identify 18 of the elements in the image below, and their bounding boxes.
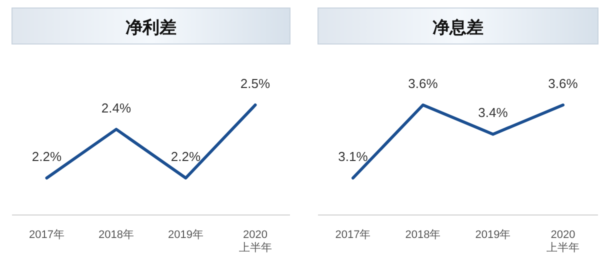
chart-title: 净利差	[126, 18, 176, 37]
x-tick-label: 2019年	[475, 229, 511, 241]
chart-title: 净息差	[432, 18, 484, 37]
x-tick-label: 2020 上半年	[238, 229, 272, 254]
data-label: 3.6%	[548, 76, 578, 91]
data-label: 2.2%	[32, 149, 62, 164]
x-tick-label: 2018年	[405, 229, 441, 241]
x-tick-label: 2018年	[98, 229, 134, 241]
x-tick-label: 2017年	[29, 229, 64, 241]
data-label: 3.6%	[408, 76, 438, 91]
data-label: 2.2%	[170, 149, 201, 164]
data-label: 2.5%	[240, 76, 270, 91]
data-label: 3.4%	[478, 105, 508, 120]
x-tick-label: 2019年	[168, 229, 204, 241]
x-tick-label: 2017年	[335, 229, 371, 241]
data-label: 3.1%	[338, 149, 368, 164]
data-label: 2.4%	[101, 100, 132, 116]
x-tick-label: 2020 上半年	[546, 229, 580, 254]
